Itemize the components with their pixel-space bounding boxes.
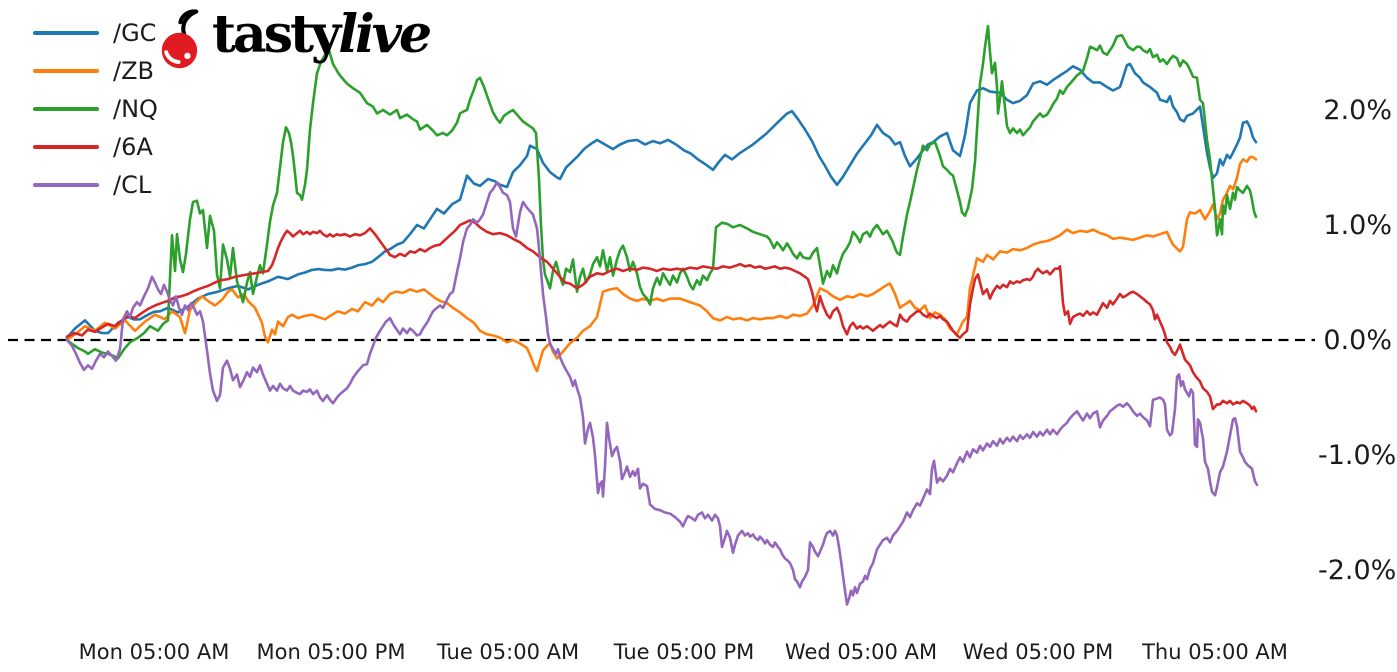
legend-item-gc: /GC [33, 14, 158, 52]
legend-label: /NQ [113, 95, 158, 123]
brand-text-tasty: tasty [212, 4, 341, 65]
brand-text-live: live [338, 4, 432, 65]
x-axis-tick-labels: Mon 05:00 AM Mon 05:00 PM Tue 05:00 AM Tue … [0, 640, 1397, 672]
cherry-icon [161, 9, 199, 69]
x-tick-label: Mon 05:00 AM [78, 640, 230, 664]
series-line-gc [65, 62, 1258, 339]
legend-item-cl: /CL [33, 166, 158, 204]
x-tick-label: Wed 05:00 PM [962, 640, 1114, 664]
legend-item-zb: /ZB [33, 52, 158, 90]
y-axis-tick-labels: 2.0% 1.0% 0.0% -1.0% -2.0% [1318, 0, 1397, 672]
series-line-nq [65, 24, 1258, 360]
y-tick-label: -1.0% [1318, 440, 1397, 471]
legend-line-swatch [33, 107, 99, 111]
legend-label: /6A [113, 133, 153, 161]
series-line-6a [65, 219, 1258, 413]
legend-label: /ZB [113, 57, 154, 85]
legend-line-swatch [33, 69, 99, 73]
x-tick-label: Mon 05:00 PM [256, 640, 406, 664]
y-tick-label: 1.0% [1323, 210, 1392, 241]
legend-line-swatch [33, 183, 99, 187]
brand-logo: tastylive [156, 4, 432, 70]
x-tick-label: Thu 05:00 AM [1142, 640, 1288, 664]
x-tick-label: Wed 05:00 AM [784, 640, 938, 664]
legend-label: /CL [113, 171, 152, 199]
legend-item-nq: /NQ [33, 90, 158, 128]
legend-label: /GC [113, 19, 157, 47]
x-tick-label: Tue 05:00 PM [613, 640, 755, 664]
legend-line-swatch [33, 31, 99, 35]
y-tick-label: 0.0% [1323, 325, 1392, 356]
x-tick-label: Tue 05:00 AM [436, 640, 580, 664]
y-tick-label: 2.0% [1323, 95, 1392, 126]
y-tick-label: -2.0% [1318, 555, 1397, 586]
series-line-zb [65, 155, 1258, 373]
series-line-cl [65, 181, 1259, 606]
legend: /GC/ZB/NQ/6A/CL [33, 14, 158, 204]
legend-line-swatch [33, 145, 99, 149]
legend-item-6a: /6A [33, 128, 158, 166]
brand-wordmark: tastylive [212, 4, 432, 65]
